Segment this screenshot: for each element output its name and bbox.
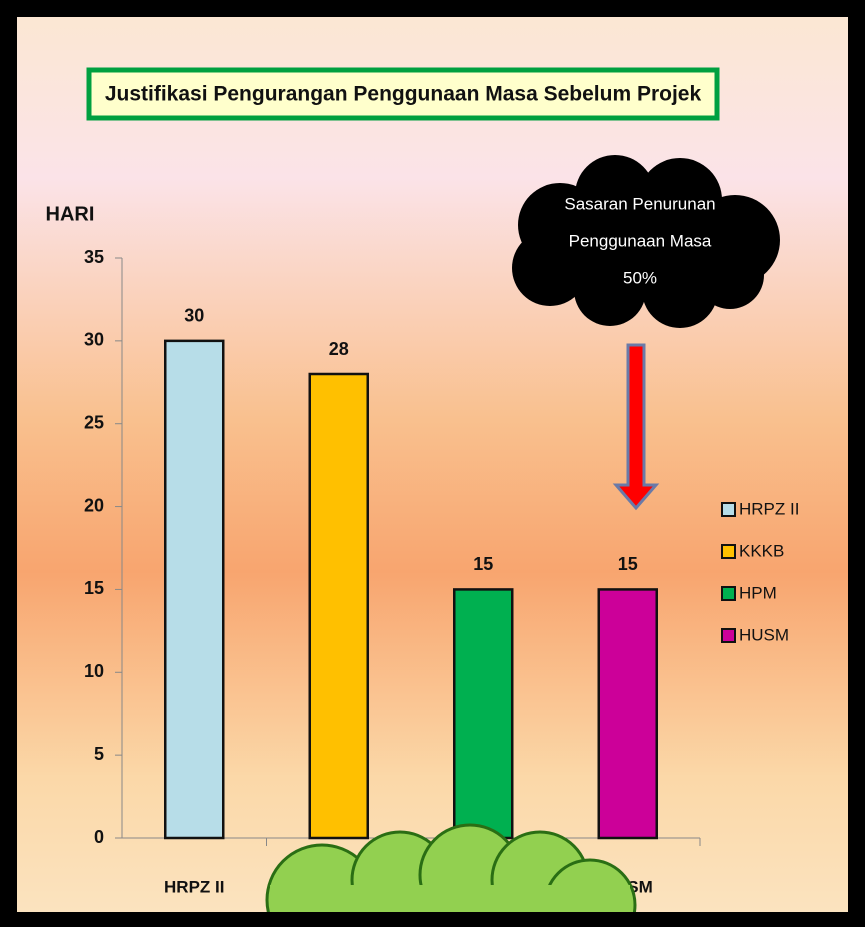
y-tick-label: 20 — [84, 495, 104, 515]
target-cloud — [512, 155, 780, 328]
y-tick-label: 25 — [84, 412, 104, 432]
annotation-line: 50% — [623, 268, 657, 287]
data-label: 28 — [329, 339, 349, 359]
title-box — [86, 67, 720, 121]
legend-label: HUSM — [739, 625, 789, 644]
legend-label: KKKB — [739, 541, 784, 560]
bar — [308, 372, 369, 840]
background — [17, 17, 848, 912]
bar — [164, 339, 225, 840]
arrow — [612, 343, 660, 511]
data-label: 30 — [184, 306, 204, 326]
legend-swatch — [721, 544, 736, 559]
annotation: Sasaran Penurunan Penggunaan Masa 50% — [564, 194, 715, 287]
y-axis-label: HARI — [46, 203, 95, 225]
y-tick-label: 15 — [84, 578, 104, 598]
y-tick-label: 35 — [84, 247, 104, 267]
data-label: 15 — [618, 554, 638, 574]
annotation-line: Sasaran Penurunan — [564, 194, 715, 213]
decor-cloud — [265, 823, 637, 912]
annotation-line: Penggunaan Masa — [569, 231, 712, 250]
bar — [597, 588, 658, 840]
data-label: 15 — [473, 554, 493, 574]
y-tick-label: 5 — [94, 744, 104, 764]
y-tick-label: 30 — [84, 330, 104, 350]
legend-swatch — [721, 628, 736, 643]
plot: 0 5 10 15 20 25 30 35 HRPZ II 30 KKKB 28 HPM 15 HUSM 15… — [84, 247, 799, 897]
x-tick-label: HRPZ II — [164, 877, 224, 896]
legend-swatch — [721, 502, 736, 517]
legend-label: HRPZ II — [739, 499, 799, 518]
bar — [453, 588, 514, 840]
legend-label: HPM — [739, 583, 777, 602]
y-tick-label: 0 — [94, 827, 104, 847]
chart-title: Justifikasi Pengurangan Penggunaan Masa … — [105, 83, 702, 106]
y-tick-label: 10 — [84, 661, 104, 681]
legend-swatch — [721, 586, 736, 601]
